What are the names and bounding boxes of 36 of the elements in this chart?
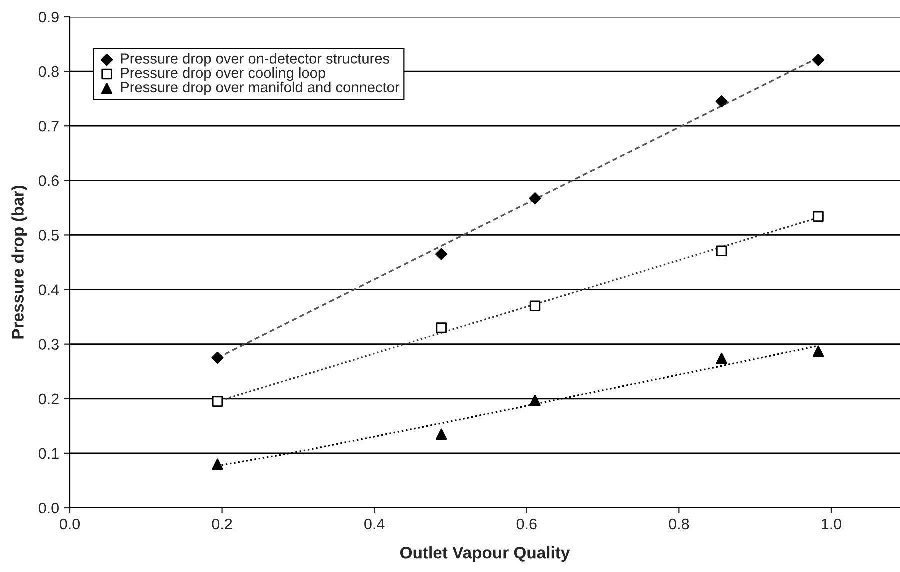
point: [212, 458, 224, 470]
y-axis-title: Pressure drop (bar): [12, 186, 28, 339]
y-tick-label: 0.0: [38, 502, 59, 514]
x-tick-label: 0.8: [669, 518, 690, 530]
y-tick-label: 0.1: [38, 448, 59, 460]
legend-label: Pressure drop over manifold and connector: [121, 82, 400, 96]
legend-label: Pressure drop over cooling loop: [121, 68, 326, 82]
legend-label: Pressure drop over on-detector structures: [121, 53, 390, 67]
x-axis-title: Outlet Vapour Quality: [400, 546, 570, 562]
point: [813, 211, 824, 222]
x-tick-label: 1.0: [822, 518, 842, 530]
y-tick-label: 0.2: [38, 394, 59, 405]
x-tick-label: 0.6: [516, 518, 537, 530]
x-tick-label: 0.2: [212, 518, 232, 530]
y-tick-label: 0.9: [38, 12, 59, 23]
y-tick-label: 0.7: [38, 120, 59, 132]
point: [812, 346, 824, 358]
point: [812, 54, 825, 66]
x-tick-label: 0.0: [60, 518, 80, 530]
y-tick-label: 0.4: [38, 284, 60, 296]
point: [436, 248, 448, 260]
point: [716, 352, 728, 364]
point: [436, 428, 448, 440]
point: [436, 322, 447, 334]
point: [212, 352, 224, 364]
y-tick-label: 0.5: [38, 230, 59, 241]
y-tick-label: 0.3: [38, 339, 59, 350]
y-tick-label: 0.6: [38, 176, 59, 186]
point: [529, 192, 542, 205]
y-tick-label: 0.8: [38, 66, 59, 78]
point: [530, 300, 541, 312]
x-tick-label: 0.4: [364, 518, 385, 530]
point: [212, 396, 224, 407]
point: [530, 394, 541, 406]
point: [716, 95, 728, 108]
point: [716, 246, 728, 256]
